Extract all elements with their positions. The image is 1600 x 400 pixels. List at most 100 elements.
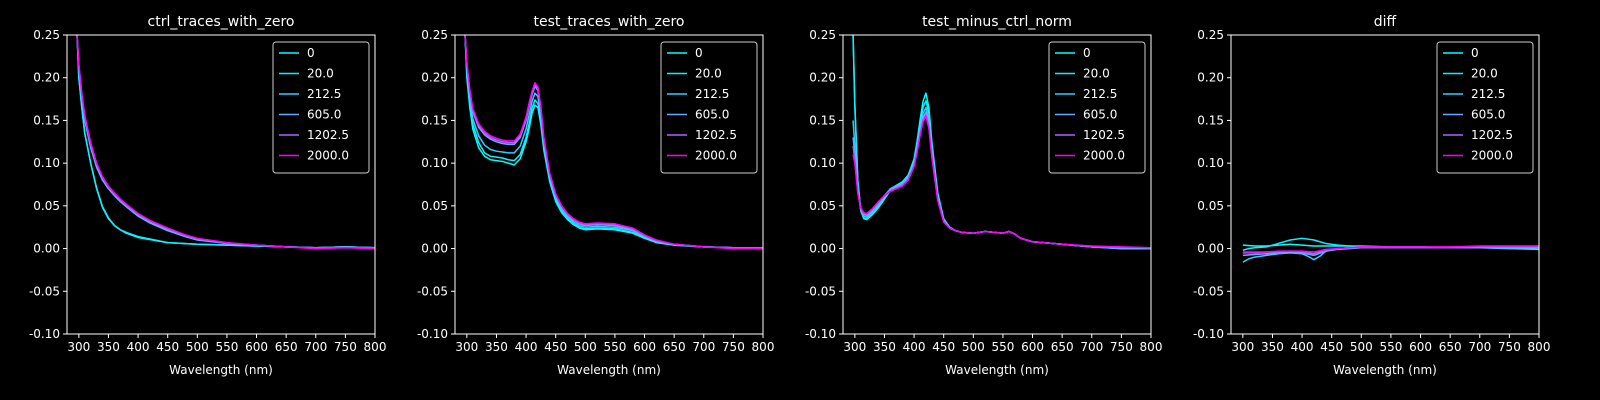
x-tick-label: 600 [1409, 340, 1432, 354]
x-tick-label: 700 [304, 340, 327, 354]
x-tick-label: 350 [485, 340, 508, 354]
legend-label: 0 [1083, 46, 1091, 60]
chart-title: diff [1374, 14, 1397, 30]
series-lines [1242, 237, 1539, 263]
y-tick-label: 0.10 [33, 156, 60, 170]
x-tick-label: 700 [1468, 340, 1491, 354]
x-tick-label: 800 [1140, 340, 1163, 354]
x-axis-label: Wavelength (nm) [945, 363, 1049, 377]
y-tick-label: -0.05 [1193, 284, 1224, 298]
x-tick-label: 550 [1379, 340, 1402, 354]
chart-panel-1: 300 350 400 450 500 550 600 650 700 750 800 -0.10 -0… [29, 14, 387, 377]
x-tick-label: 400 [127, 340, 150, 354]
x-tick-label: 650 [1439, 340, 1462, 354]
x-tick-label: 800 [364, 340, 387, 354]
x-tick-label: 750 [334, 340, 357, 354]
x-tick-label: 650 [275, 340, 298, 354]
legend-label: 212.5 [1471, 87, 1505, 101]
legend-box [1436, 41, 1534, 174]
x-tick-label: 500 [574, 340, 597, 354]
chart-title: test_traces_with_zero [534, 14, 685, 30]
series-lines [464, 35, 763, 250]
chart-panel-2: 300 350 400 450 500 550 600 650 700 750 800 -0.10 -0… [417, 14, 775, 377]
x-tick-label: 400 [903, 340, 926, 354]
y-tick-label: 0.15 [1197, 113, 1224, 127]
y-tick-label: 0.25 [421, 28, 448, 42]
x-tick-label: 500 [1350, 340, 1373, 354]
series-line-2000.0 [464, 35, 763, 250]
legend-label: 2000.0 [307, 149, 349, 163]
y-tick-label: 0.25 [33, 28, 60, 42]
y-tick-label: 0.25 [809, 28, 836, 42]
y-tick-label: 0.20 [33, 71, 60, 85]
x-tick-label: 400 [515, 340, 538, 354]
y-tick-label: 0.05 [1197, 199, 1224, 213]
y-tick-label: 0.05 [33, 199, 60, 213]
y-tick-label: 0.00 [33, 242, 60, 256]
y-tick-label: 0.00 [809, 242, 836, 256]
chart-title: ctrl_traces_with_zero [148, 14, 295, 30]
legend-label: 0 [307, 46, 315, 60]
legend-label: 0 [1471, 46, 1479, 60]
x-tick-label: 550 [991, 340, 1014, 354]
x-tick-label: 650 [1051, 340, 1074, 354]
x-axis-label: Wavelength (nm) [1333, 363, 1437, 377]
y-tick-label: -0.10 [1193, 327, 1224, 341]
y-tick-label: 0.25 [1197, 28, 1224, 42]
legend: 0 20.0 212.5 605.0 1202.5 2000.0 [1436, 41, 1534, 174]
x-tick-label: 800 [752, 340, 775, 354]
chart-panel-3: 300 350 400 450 500 550 600 650 700 750 800 -0.10 -0… [805, 14, 1163, 377]
x-tick-label: 600 [1021, 340, 1044, 354]
series-lines [852, 35, 1151, 250]
x-tick-label: 300 [843, 340, 866, 354]
x-tick-label: 350 [97, 340, 120, 354]
legend-label: 605.0 [1471, 108, 1505, 122]
x-tick-label: 400 [1291, 340, 1314, 354]
axes-frame [1230, 34, 1540, 335]
x-tick-label: 500 [186, 340, 209, 354]
x-tick-label: 600 [245, 340, 268, 354]
x-tick-label: 750 [1110, 340, 1133, 354]
series-lines [76, 35, 375, 250]
chart-panel-4: 300 350 400 450 500 550 600 650 700 750 800 -0.10 -0… [1193, 14, 1551, 377]
legend-label: 2000.0 [1471, 149, 1513, 163]
legend-label: 2000.0 [1083, 149, 1125, 163]
legend: 0 20.0 212.5 605.0 1202.5 2000.0 [660, 41, 758, 174]
y-tick-label: 0.15 [421, 113, 448, 127]
legend: 0 20.0 212.5 605.0 1202.5 2000.0 [1048, 41, 1146, 174]
x-tick-label: 450 [1320, 340, 1343, 354]
y-tick-label: 0.15 [33, 113, 60, 127]
y-tick-label: 0.05 [809, 199, 836, 213]
y-tick-label: -0.05 [805, 284, 836, 298]
legend-box [660, 41, 758, 174]
x-tick-label: 700 [692, 340, 715, 354]
legend: 0 20.0 212.5 605.0 1202.5 2000.0 [272, 41, 370, 174]
x-tick-label: 350 [1261, 340, 1284, 354]
legend-label: 1202.5 [1471, 128, 1513, 142]
y-tick-label: 0.10 [1197, 156, 1224, 170]
panels: 300 350 400 450 500 550 600 650 700 750 800 -0.10 -0… [29, 14, 1551, 377]
chart-title: test_minus_ctrl_norm [922, 14, 1072, 30]
legend-label: 605.0 [695, 108, 729, 122]
series-line-2000.0 [852, 115, 1151, 249]
x-tick-label: 450 [932, 340, 955, 354]
legend-label: 20.0 [307, 67, 334, 81]
y-tick-label: -0.10 [805, 327, 836, 341]
x-tick-label: 500 [962, 340, 985, 354]
legend-box [1048, 41, 1146, 174]
axes-frame [454, 34, 764, 335]
y-tick-label: 0.00 [1197, 242, 1224, 256]
x-tick-label: 300 [67, 340, 90, 354]
y-tick-label: -0.05 [417, 284, 448, 298]
y-tick-label: -0.10 [29, 327, 60, 341]
y-tick-label: 0.10 [421, 156, 448, 170]
legend-label: 1202.5 [695, 128, 737, 142]
legend-label: 20.0 [695, 67, 722, 81]
legend-label: 2000.0 [695, 149, 737, 163]
y-tick-label: 0.20 [1197, 71, 1224, 85]
y-tick-label: 0.15 [809, 113, 836, 127]
legend-label: 1202.5 [307, 128, 349, 142]
x-tick-label: 300 [455, 340, 478, 354]
axes-frame [842, 34, 1152, 335]
